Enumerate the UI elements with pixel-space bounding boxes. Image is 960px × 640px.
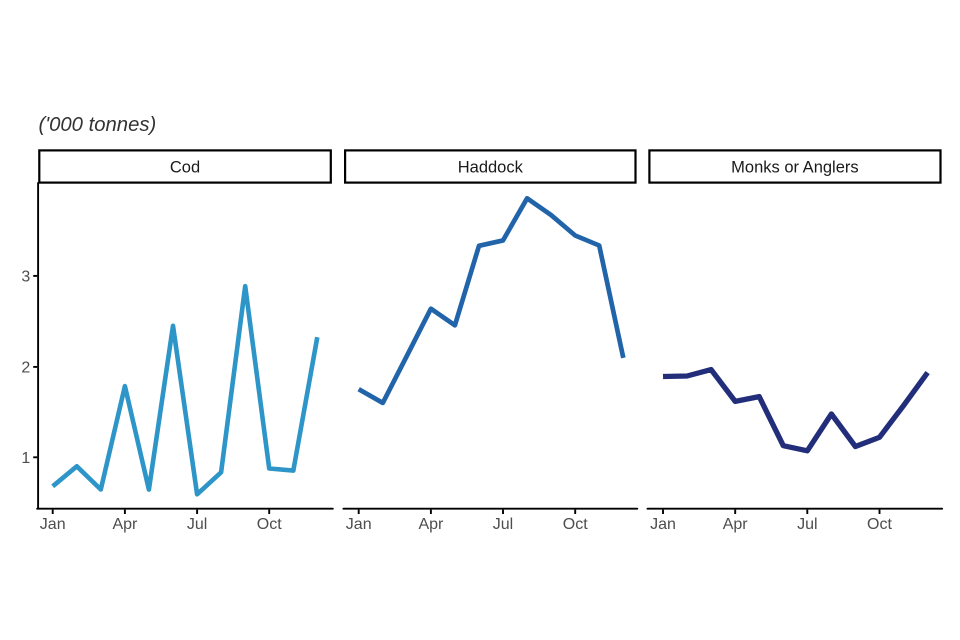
svg-text:Jan: Jan xyxy=(650,516,676,533)
svg-text:Monks or Anglers: Monks or Anglers xyxy=(731,159,858,177)
svg-text:Jan: Jan xyxy=(40,516,66,533)
svg-text:('000 tonnes): ('000 tonnes) xyxy=(39,114,157,136)
svg-text:Oct: Oct xyxy=(257,516,282,533)
svg-text:Apr: Apr xyxy=(112,516,138,533)
svg-text:Jul: Jul xyxy=(797,516,817,533)
svg-text:2: 2 xyxy=(21,360,30,377)
svg-text:Jul: Jul xyxy=(493,516,513,533)
svg-text:Oct: Oct xyxy=(563,516,588,533)
svg-text:Jan: Jan xyxy=(346,516,372,533)
svg-text:Cod: Cod xyxy=(170,159,200,177)
svg-text:Apr: Apr xyxy=(723,516,749,533)
svg-text:Haddock: Haddock xyxy=(458,159,524,177)
svg-text:Apr: Apr xyxy=(418,516,444,533)
svg-text:Jul: Jul xyxy=(187,516,207,533)
svg-text:Oct: Oct xyxy=(867,516,892,533)
svg-text:1: 1 xyxy=(21,450,30,467)
svg-text:3: 3 xyxy=(21,269,30,286)
